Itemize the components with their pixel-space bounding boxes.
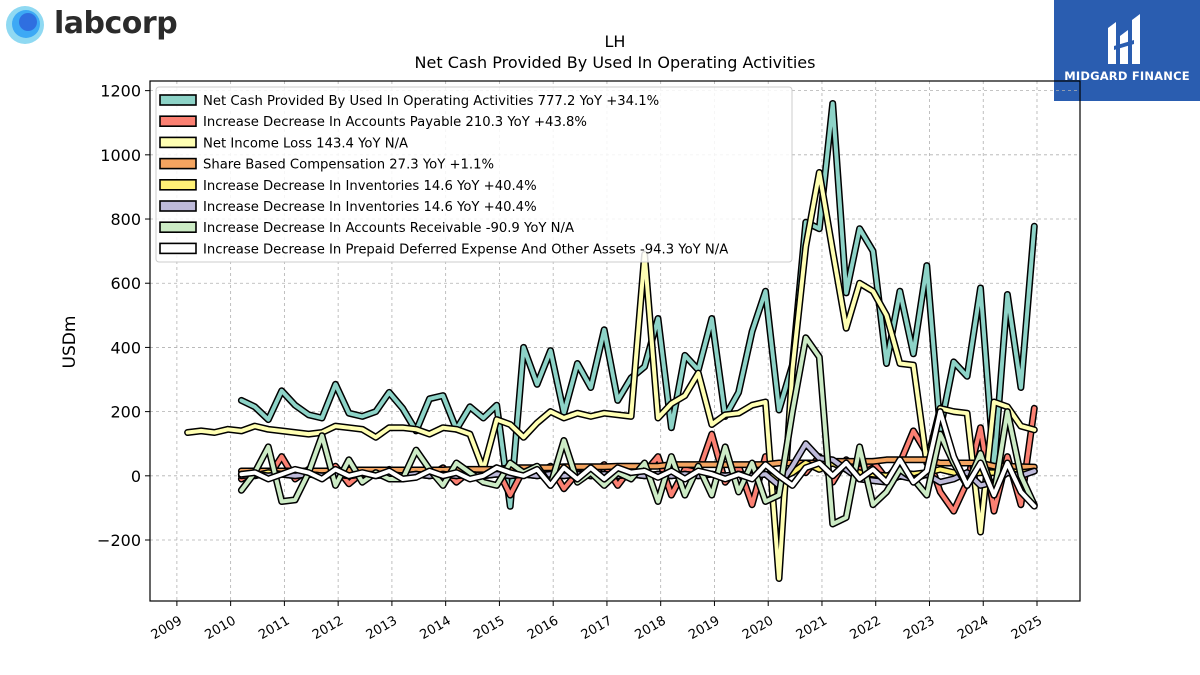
- x-tick-label: 2013: [364, 613, 400, 643]
- midgard-finance-logo: MIDGARD FINANCE: [1054, 0, 1200, 101]
- legend-box: [155, 86, 793, 263]
- legend-swatch: [159, 136, 197, 149]
- legend-swatch: [159, 157, 197, 170]
- x-tick-label: 2016: [525, 613, 561, 643]
- plot-frame: [149, 80, 1081, 602]
- legend-label: Net Cash Provided By Used In Operating A…: [203, 94, 659, 109]
- x-tick-label: 2014: [418, 613, 454, 643]
- legend-label: Share Based Compensation 27.3 YoY +1.1%: [203, 158, 494, 173]
- x-tick-label: 2010: [202, 613, 238, 643]
- series-line-2: [184, 169, 1038, 582]
- series-line-7: [237, 408, 1038, 510]
- legend-label: Increase Decrease In Inventories 14.6 Yo…: [203, 200, 537, 215]
- x-tick-label: 2009: [149, 613, 185, 643]
- x-tick-label: 2023: [901, 613, 937, 643]
- labcorp-logo: labcorp: [4, 4, 178, 48]
- chart-subtitle: Net Cash Provided By Used In Operating A…: [415, 53, 816, 72]
- x-tick-label: 2018: [633, 613, 669, 643]
- y-tick-label: 800: [110, 210, 141, 229]
- chart-title: LH: [605, 32, 626, 51]
- y-tick-label: 1000: [100, 146, 141, 165]
- x-axis-ticks: 2009 2010 2011 2012 2013 2014 2015 2016 2017 2018…: [149, 601, 1045, 643]
- y-tick-label: −200: [97, 531, 141, 550]
- x-tick-label: 2019: [686, 613, 722, 643]
- legend: Net Cash Provided By Used In Operating A…: [155, 86, 793, 263]
- y-tick-label: 400: [110, 338, 141, 357]
- legend-label: Increase Decrease In Inventories 14.6 Yo…: [203, 179, 537, 194]
- series-layer: [184, 100, 1038, 582]
- x-tick-label: 2021: [794, 613, 830, 643]
- x-tick-label: 2025: [1009, 613, 1045, 643]
- series-stroke: [185, 170, 1037, 581]
- legend-label: Increase Decrease In Accounts Payable 21…: [203, 115, 587, 130]
- midgard-logo-text: MIDGARD FINANCE: [1064, 69, 1190, 83]
- y-axis-label: USDm: [60, 316, 80, 369]
- y-tick-label: 600: [110, 274, 141, 293]
- series-stroke: [239, 409, 1037, 509]
- y-tick-label: 0: [131, 467, 141, 486]
- x-tick-label: 2012: [310, 613, 346, 643]
- midgard-monogram-icon: [1108, 14, 1140, 64]
- legend-label: Net Income Loss 143.4 YoY N/A: [203, 136, 408, 151]
- x-tick-label: 2020: [740, 613, 776, 643]
- legend-label: Increase Decrease In Prepaid Deferred Ex…: [203, 242, 728, 257]
- labcorp-logo-icon: [6, 6, 44, 44]
- legend-swatch: [159, 221, 197, 233]
- labcorp-logo-text: labcorp: [54, 6, 178, 41]
- y-tick-label: 200: [110, 403, 141, 422]
- x-tick-label: 2022: [848, 613, 884, 643]
- y-tick-label: 1200: [100, 82, 141, 101]
- legend-swatch: [159, 94, 197, 106]
- x-tick-label: 2015: [471, 613, 507, 643]
- legend-swatch: [159, 115, 197, 127]
- legend-label: Increase Decrease In Accounts Receivable…: [203, 221, 574, 236]
- y-axis-ticks: 1200 1000 800 600 400 200 0 −200: [97, 82, 150, 550]
- legend-swatch: [159, 242, 197, 255]
- legend-swatch: [159, 179, 197, 191]
- x-tick-label: 2024: [955, 613, 991, 643]
- legend-swatch: [159, 200, 197, 212]
- x-tick-label: 2017: [579, 613, 615, 643]
- x-tick-label: 2011: [256, 613, 292, 643]
